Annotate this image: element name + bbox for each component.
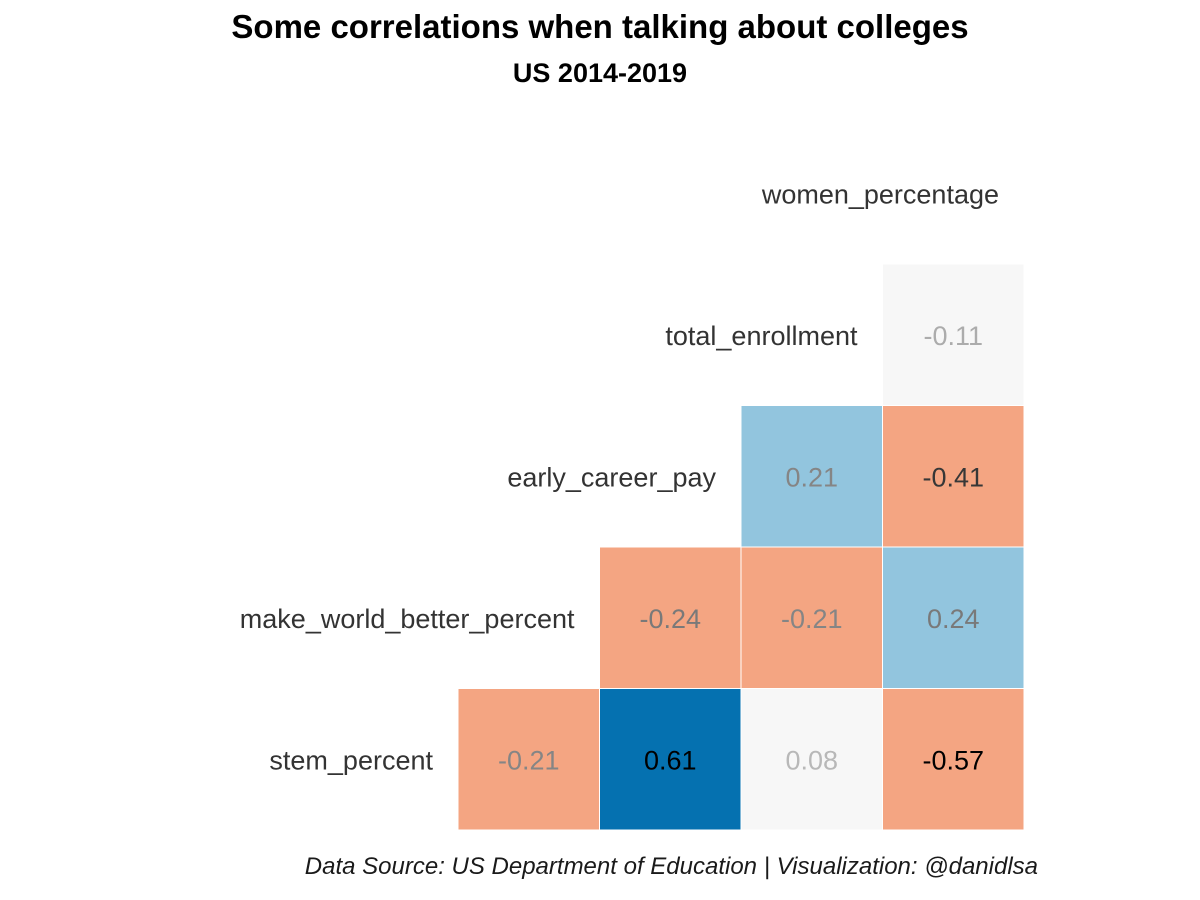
heatmap-cell-stem_percent-early_career_pay [599, 688, 742, 831]
cell-value-label: -0.41 [922, 462, 984, 492]
heatmap-cell-stem_percent-women_percentage [882, 688, 1025, 831]
cell-value-label: 0.61 [644, 745, 697, 775]
cell-value-label: -0.21 [781, 604, 843, 634]
cell-value-label: -0.57 [922, 745, 984, 775]
cell-value-label: -0.24 [639, 604, 701, 634]
data-source-caption: Data Source: US Department of Education … [304, 853, 1038, 880]
variable-label-total_enrollment: total_enrollment [665, 321, 858, 351]
cell-value-label: -0.21 [498, 745, 560, 775]
variable-label-early_career_pay: early_career_pay [507, 462, 716, 492]
heatmap-cell-make_world_better_percent-total_enrollment [740, 546, 883, 689]
cell-value-label: 0.08 [785, 745, 838, 775]
chart-title: Some correlations when talking about col… [231, 8, 969, 45]
variable-label-make_world_better_percent: make_world_better_percent [240, 604, 575, 634]
cell-value-label: -0.11 [923, 321, 983, 351]
heatmap-cell-stem_percent-total_enrollment [740, 688, 883, 831]
variable-label-stem_percent: stem_percent [269, 745, 433, 775]
cell-value-label: 0.24 [927, 604, 980, 634]
variable-label-women_percentage: women_percentage [761, 179, 999, 209]
heatmap-cell-make_world_better_percent-women_percentage [882, 546, 1025, 689]
chart-subtitle: US 2014-2019 [512, 58, 688, 88]
heatmap-cell-stem_percent-make_world_better_percent [457, 688, 600, 831]
heatmap-cell-make_world_better_percent-early_career_pay [599, 546, 742, 689]
cell-value-label: 0.21 [785, 462, 838, 492]
heatmap-cell-early_career_pay-women_percentage [882, 405, 1025, 548]
